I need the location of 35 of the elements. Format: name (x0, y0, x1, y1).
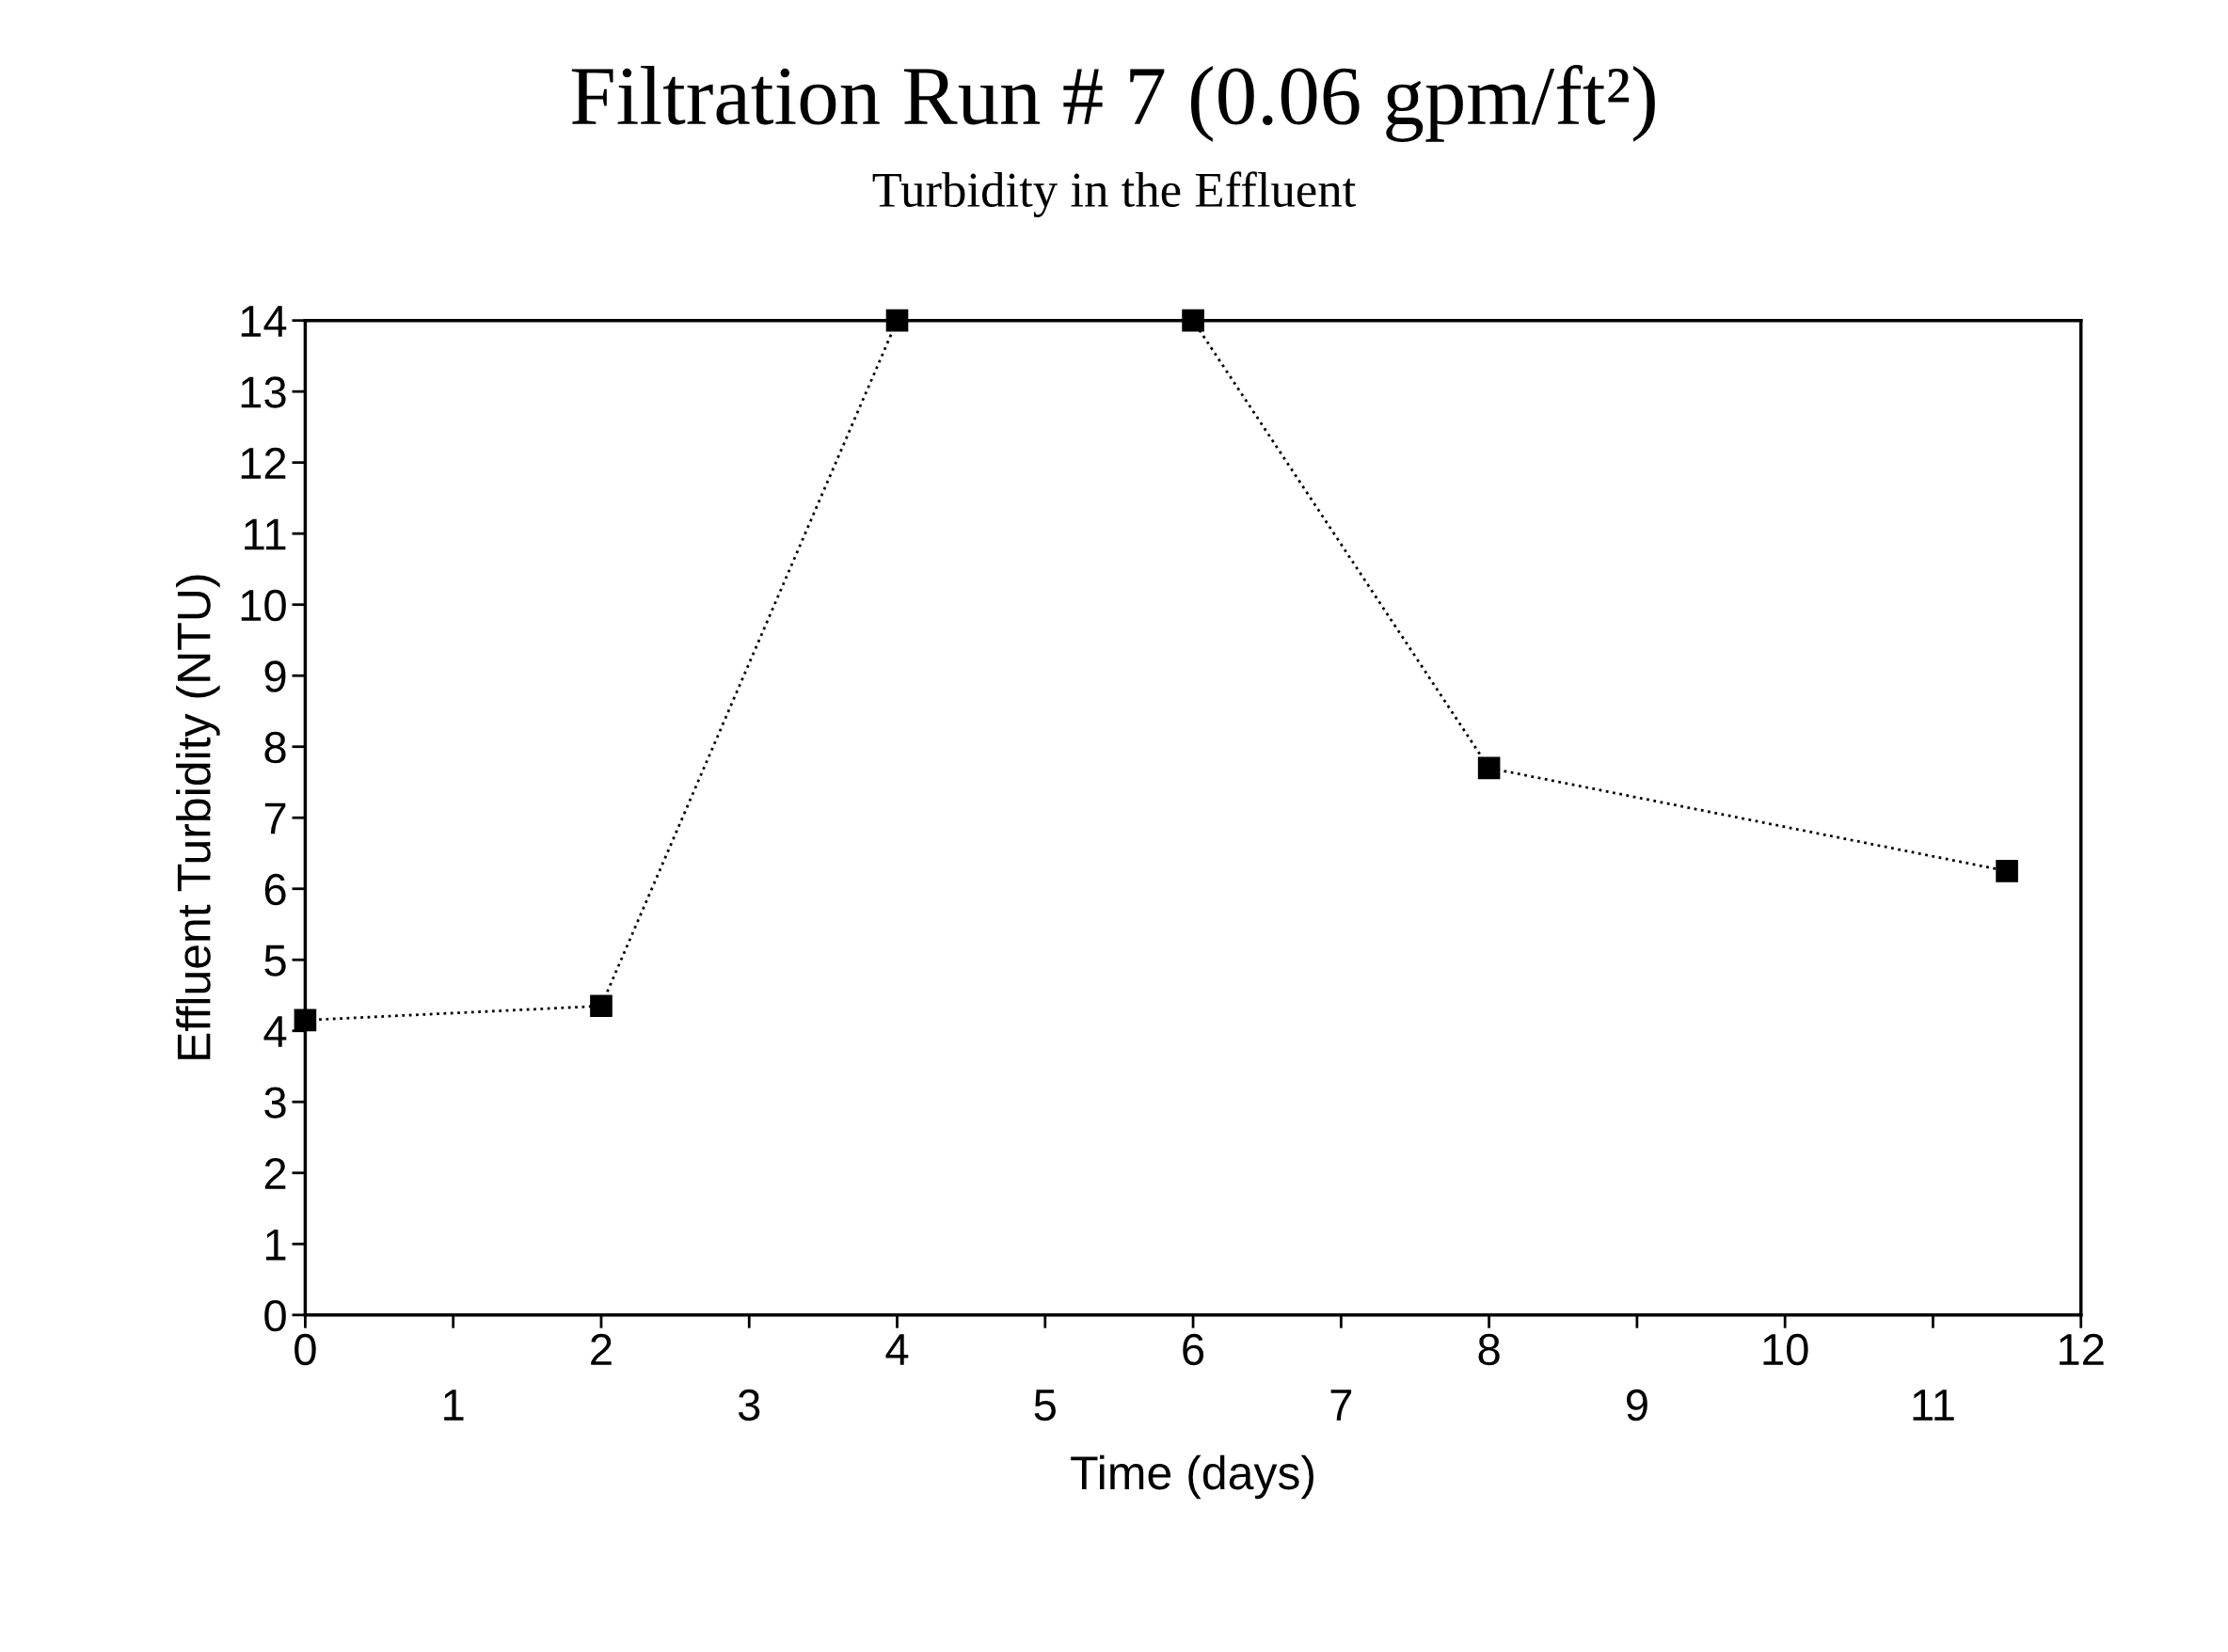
chart-subtitle: Turbidity in the Effluent (872, 171, 1357, 217)
y-tick-label: 1 (266, 1229, 286, 1261)
y-tick-label: 8 (264, 731, 286, 764)
x2-tick-label: 9 (1626, 1389, 1647, 1422)
y-tick-label: 4 (263, 1016, 287, 1047)
x-tick-label: 12 (2060, 1333, 2104, 1365)
x2-tick-label: 3 (738, 1389, 760, 1422)
y-tick-label: 2 (264, 1157, 286, 1189)
x-tick-label: 6 (1183, 1333, 1204, 1366)
y-tick-label: 7 (264, 802, 286, 834)
chart-title: Filtration Run # 7 (0.06 gpm/ft²) (571, 65, 1655, 142)
x-tick-label: 4 (885, 1334, 909, 1365)
point (1996, 860, 2018, 882)
y-tick-label: 0 (264, 1299, 286, 1332)
y-tick-label: 9 (264, 660, 286, 692)
point (590, 994, 613, 1018)
y-tick-label: 5 (264, 945, 286, 977)
y-axis-title: Effluent Turbidity (NTU) (176, 575, 220, 1059)
x2-tick-label: 1 (444, 1390, 464, 1421)
y-tick-label: 14 (241, 306, 287, 337)
y-tick-label: 6 (264, 873, 286, 906)
y-tick-label: 13 (241, 376, 286, 408)
x-axis-title: Time (days) (1071, 1454, 1313, 1500)
x2-tick-label: 5 (1034, 1390, 1056, 1422)
x-tick-label: 0 (294, 1333, 316, 1366)
y-tick-label: 10 (241, 589, 286, 622)
x-tick-label: 8 (1478, 1333, 1500, 1366)
y-tick-label: 11 (245, 518, 286, 550)
x2-tick-label: 11 (1913, 1390, 1954, 1421)
y-tick-label: 3 (264, 1087, 286, 1119)
x-tick-label: 10 (1763, 1333, 1808, 1366)
y-tick-label: 12 (241, 447, 286, 479)
x-tick-label: 2 (591, 1333, 612, 1365)
point (1477, 756, 1501, 780)
x2-tick-label: 7 (1330, 1390, 1352, 1421)
